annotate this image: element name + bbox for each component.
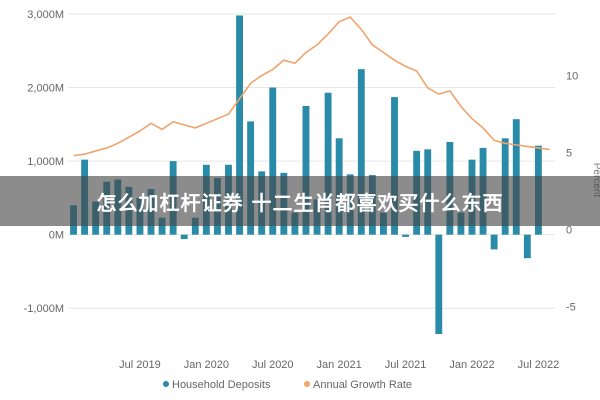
y-right-tick-label: 10 xyxy=(566,71,578,83)
bar xyxy=(357,69,365,235)
y-left-tick-label: 0M xyxy=(49,230,64,242)
bar xyxy=(269,87,277,235)
bar xyxy=(523,234,531,259)
x-tick-label: Jul 2019 xyxy=(119,359,161,371)
bar xyxy=(435,234,443,334)
y-left-tick-label: -1,000M xyxy=(24,303,64,315)
bar xyxy=(236,15,243,235)
growth-line xyxy=(73,16,550,157)
y-left-tick-label: 2,000M xyxy=(27,83,64,95)
y-left-tick-label: 1,000M xyxy=(27,156,64,168)
bar xyxy=(180,234,188,240)
y-right-tick-label: -5 xyxy=(566,302,576,314)
bar xyxy=(391,97,398,235)
bar xyxy=(490,234,498,250)
overlay-title: 怎么加杠杆证券 十二生肖都喜欢买什么东西 xyxy=(96,190,504,215)
bar xyxy=(402,234,410,237)
x-tick-label: Jan 2021 xyxy=(317,359,362,371)
legend-marker-deposits xyxy=(163,381,169,387)
legend-label-growth: Annual Growth Rate xyxy=(313,379,412,391)
x-tick-label: Jul 2022 xyxy=(518,359,560,371)
bar xyxy=(324,92,332,235)
y-right-tick-label: 5 xyxy=(566,148,572,160)
bar xyxy=(191,217,199,235)
bar xyxy=(158,217,166,235)
legend-label-deposits: Household Deposits xyxy=(172,379,271,391)
x-tick-label: Jul 2021 xyxy=(385,359,427,371)
legend-marker-growth xyxy=(304,381,310,387)
x-tick-label: Jan 2020 xyxy=(184,359,229,371)
x-tick-label: Jul 2020 xyxy=(252,359,294,371)
x-tick-label: Jan 2022 xyxy=(449,359,494,371)
bar xyxy=(302,105,310,235)
overlay-banner: 怎么加杠杆证券 十二生肖都喜欢买什么东西 xyxy=(0,176,600,226)
y-left-tick-label: 3,000M xyxy=(27,9,64,21)
y-right-tick-label: 0 xyxy=(566,225,572,237)
